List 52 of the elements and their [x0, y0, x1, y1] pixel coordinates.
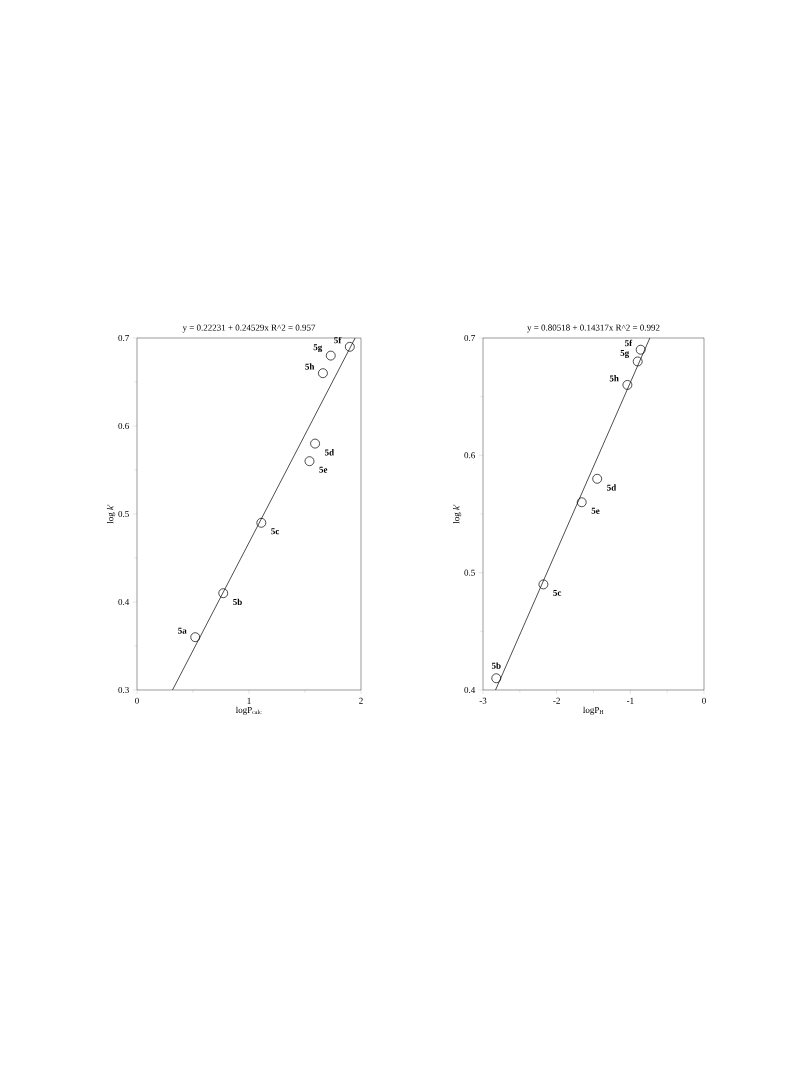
annotation: 5a: [178, 627, 187, 634]
x-axis-title: logP$_{H}$: [583, 706, 604, 715]
annotation: 5f: [625, 339, 633, 347]
x-axis-title: logP$_{calc}$: [235, 706, 262, 715]
point: [592, 473, 603, 484]
annotation: 5e: [591, 507, 600, 514]
y-tick-label: 0.6: [118, 422, 129, 430]
annotation: 5f: [334, 336, 342, 344]
x-tick-label: -2: [553, 697, 560, 704]
annotation: 5h: [609, 375, 619, 382]
point: [622, 380, 633, 390]
x-tick-label: 1: [247, 697, 251, 704]
annotation: 5b: [491, 662, 501, 669]
annotation: 5c: [271, 528, 280, 535]
y-tick-label: 0.4: [464, 686, 476, 694]
annotation: 5d: [607, 484, 617, 491]
y-axis-title: log k': [453, 504, 462, 524]
annotation: 5b: [233, 598, 242, 606]
point: [538, 579, 549, 590]
x-tick-label: 0: [702, 697, 706, 704]
point: [218, 588, 229, 599]
point: [576, 497, 587, 508]
chart-title: y = 0.80518 + 0.14317x R^2 = 0.992: [527, 324, 660, 333]
y-tick-label: 0.5: [118, 510, 129, 518]
y-axis-title: log k': [107, 504, 116, 524]
y-tick-label: 0.5: [464, 569, 475, 576]
annotation: 5d: [324, 449, 334, 456]
chart-title: y = 0.22231 + 0.24529x R^2 = 0.957: [182, 324, 316, 333]
y-tick-label: 0.7: [118, 334, 129, 342]
point: [310, 438, 320, 449]
point: [325, 350, 336, 361]
point: [190, 632, 201, 643]
annotation: 5g: [313, 344, 323, 353]
annotation: 5e: [319, 466, 328, 473]
point: [491, 673, 502, 684]
x-tick-label: -1: [626, 697, 634, 704]
annotation: 5c: [553, 589, 562, 596]
point: [635, 344, 646, 355]
x-tick-label: -3: [479, 697, 487, 704]
y-tick-label: 0.7: [464, 334, 475, 342]
x-tick-label: 0: [135, 697, 139, 704]
point: [344, 341, 355, 352]
point: [632, 356, 643, 367]
point: [256, 517, 267, 528]
point: [318, 368, 328, 379]
x-tick-label: 2: [359, 697, 363, 704]
annotation: 5g: [620, 350, 630, 358]
y-tick-label: 0.6: [464, 452, 475, 459]
annotation: 5h: [305, 363, 315, 370]
point: [304, 456, 315, 467]
y-tick-label: 0.4: [118, 598, 130, 606]
y-tick-label: 0.3: [118, 686, 129, 694]
